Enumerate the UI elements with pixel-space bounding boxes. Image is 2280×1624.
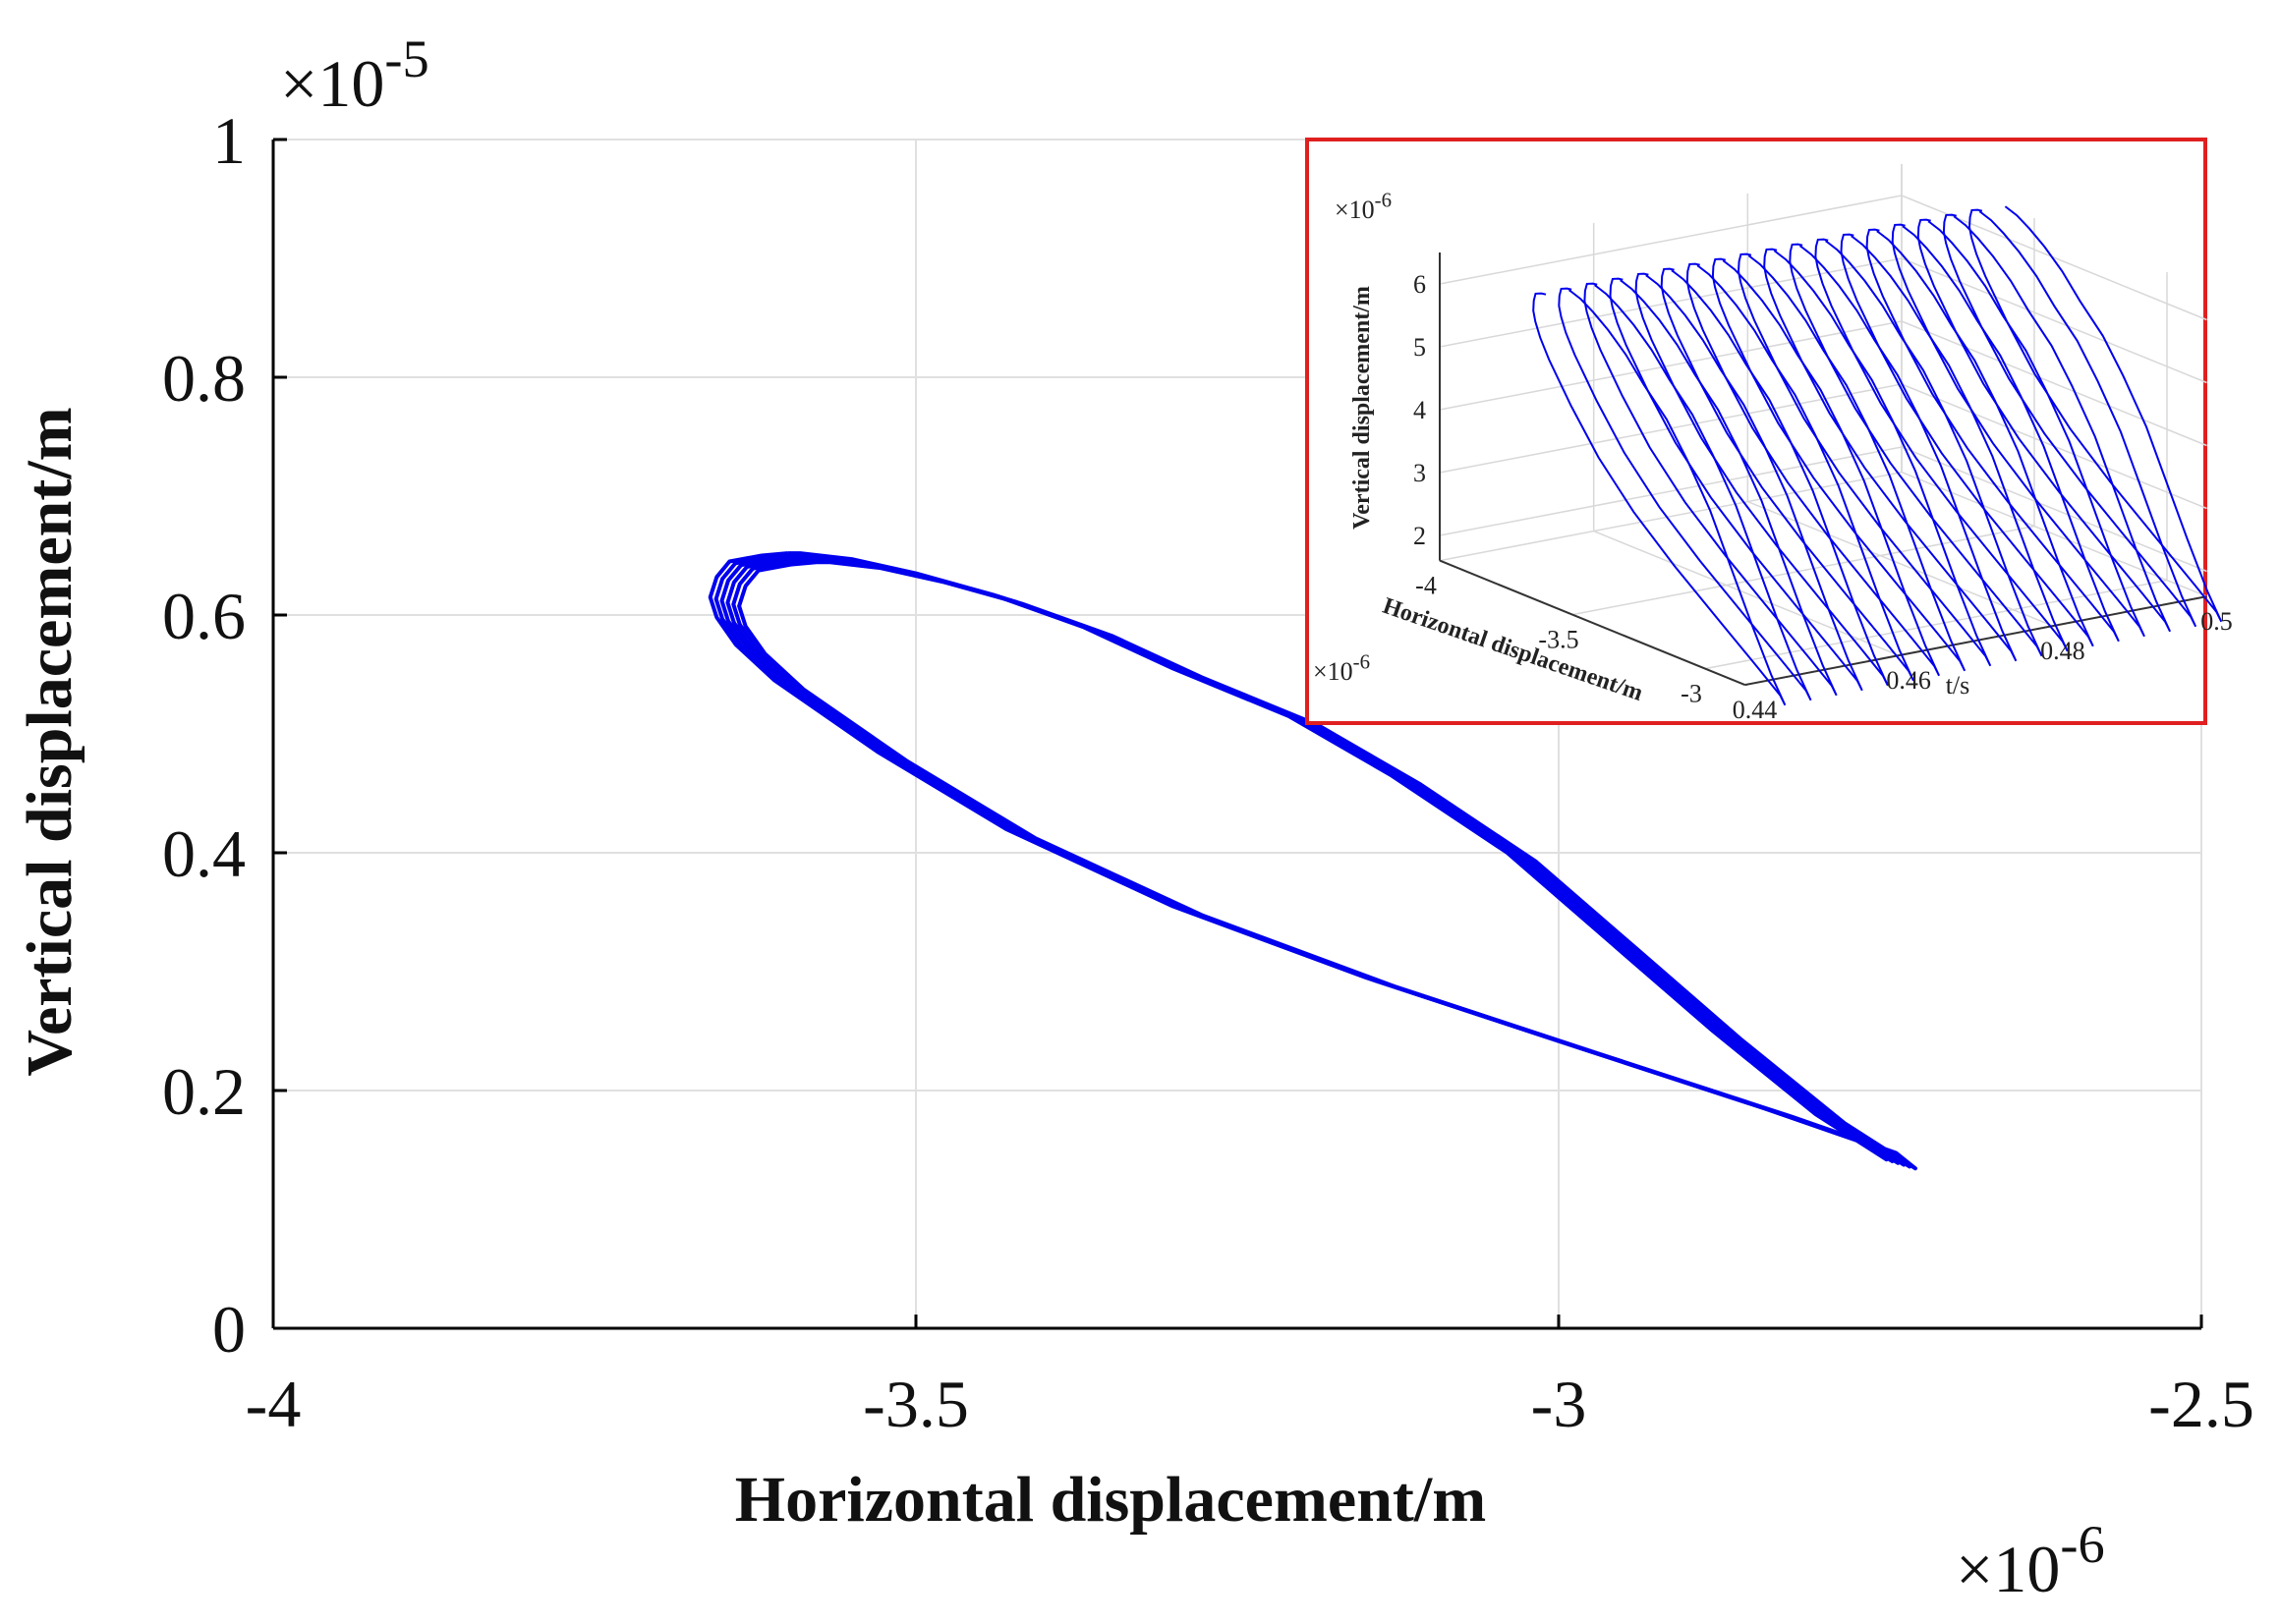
inset-tick-labels: 2 3 4 5 6 -4 -3.5 -3 0.44 0.46 0.48 0.5 [1413,270,2233,724]
series-loops [708,551,1917,1171]
inset-loop [1840,230,2094,647]
series-loop [737,560,1917,1171]
inset-loop [1891,220,2145,638]
inset-z-multiplier: ×10-6 [1335,190,1392,224]
inset-x-tick-label: -3.5 [1538,626,1578,654]
inset-loops [1532,205,2223,706]
inset-z-tick-label: 2 [1413,522,1426,550]
inset-t-tick-label: 0.44 [1733,696,1778,724]
inset-x-tick-label: -3 [1681,680,1702,708]
y-multiplier: ×10-5 [280,29,429,121]
inset-t-tick-label: 0.48 [2040,637,2085,665]
x-tick-label: -4 [246,1367,302,1441]
inset-z-tick-label: 4 [1413,396,1426,424]
inset-loop [1558,284,1812,701]
y-tick-label: 0.4 [162,816,246,891]
y-tick-label: 0.8 [162,341,246,416]
inset-z-axis-label: Vertical displacement/m [1349,286,1375,530]
main-axes [271,138,2203,1330]
inset-z-tick-label: 3 [1413,459,1426,487]
inset-gridline [1439,471,1903,562]
inset-t-axis-label: t/s [1946,671,1970,700]
inset-gridline [1439,195,1903,285]
inset-gridline [1439,257,1903,348]
inset-gridline [1901,471,2207,597]
inset-loop [1583,279,1838,697]
x-tick-label: -3 [1531,1367,1587,1441]
inset-loop [1609,274,1863,692]
inset-x-multiplier: ×10-6 [1313,651,1370,686]
y-tick-label: 0.2 [162,1054,246,1129]
inset-gridline [1571,525,2035,616]
y-axis-label: Vertical displacement/m [14,407,86,1076]
inset-loop [1634,269,1889,687]
inset-loop [1685,259,1941,677]
inset-loop [1789,240,2043,657]
inset-loop [1763,245,2018,662]
inset-t-tick-label: 0.46 [1886,666,1931,695]
inset-loop [1532,289,1787,706]
inset-chart: 2 3 4 5 6 -4 -3.5 -3 0.44 0.46 0.48 0.5 ×10-6 ×10-6… [1305,138,2233,725]
inset-loop [1916,215,2172,633]
inset-loop [1711,254,1966,672]
inset-gridline [1593,530,1900,656]
inset-loop [1942,210,2197,628]
y-tick-label: 1 [212,103,246,178]
inset-gridline [1439,446,1903,536]
inset-gridline [1704,579,2168,670]
x-tick-label: -2.5 [2148,1367,2254,1441]
y-tick-label: 0 [212,1292,246,1367]
inset-gridline [1901,195,2207,321]
inset-loop [1814,235,2069,652]
inset-loop [1737,250,1992,667]
x-multiplier: ×10-6 [1956,1515,2105,1606]
y-tick-label: 0.6 [162,579,246,653]
inset-x-axis-line [1439,559,1745,687]
x-axis-label: Horizontal displacement/m [735,1464,1486,1536]
inset-t-tick-label: 0.5 [2200,607,2233,636]
inset-loop [1967,205,2223,623]
inset-z-tick-label: 6 [1413,270,1426,299]
inset-gridline [1747,500,2054,627]
inset-gridline [1439,320,1903,411]
x-tick-label: -3.5 [863,1367,969,1441]
inset-gridline [1901,320,2207,447]
inset-loop [1660,264,1914,682]
main-tick-labels: -4 -3.5 -3 -2.5 0 0.2 0.4 0.6 0.8 1 [162,103,2254,1441]
inset-z-tick-label: 5 [1413,333,1426,362]
inset-x-tick-label: -4 [1415,572,1437,600]
inset-loop [1865,225,2120,643]
inset-gridline [1901,257,2207,384]
inset-t-axis-line [1744,595,2207,687]
